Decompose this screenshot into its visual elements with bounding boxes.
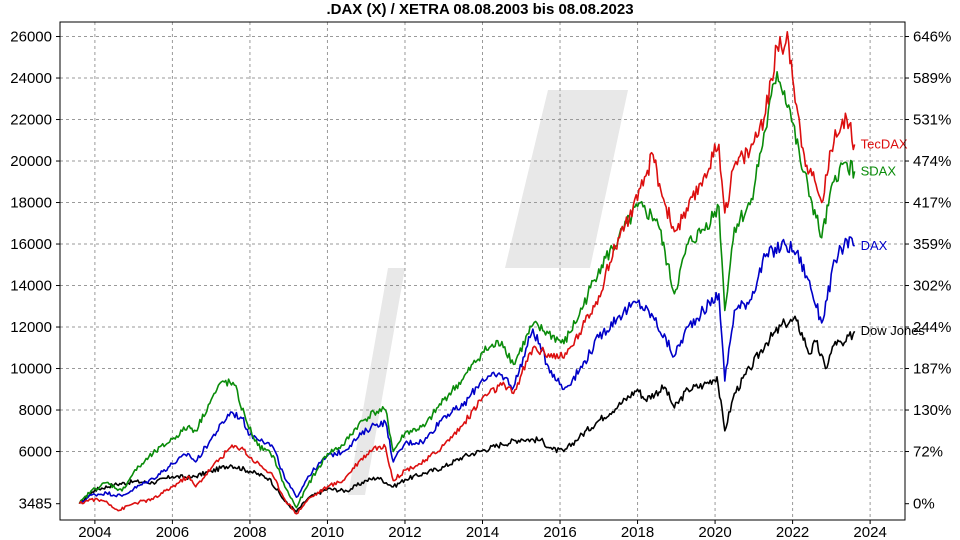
y-tick-label-left: 26000 [10, 29, 52, 46]
series-label-tecdax: TecDAX [861, 136, 908, 151]
y-tick-label-right: 130% [913, 402, 951, 419]
y-tick-label-left: 20000 [10, 153, 52, 170]
y-tick-label-right: 72% [913, 444, 943, 461]
y-tick-label-left: 6000 [19, 444, 52, 461]
y-tick-label-right: 244% [913, 319, 951, 336]
y-tick-label-left: 16000 [10, 236, 52, 253]
y-tick-label-right: 646% [913, 29, 951, 46]
series-label-dow-jones: Dow Jones [861, 323, 926, 338]
x-tick-label: 2020 [698, 524, 731, 540]
axes: 3485 0% 6000 72% 8000 130% 10000 187% 12000 244% 1… [10, 21, 951, 540]
x-tick-label: 2008 [233, 524, 266, 540]
x-tick-label: 2010 [311, 524, 344, 540]
y-tick-label-left: 8000 [19, 402, 52, 419]
series-label-sdax: SDAX [861, 163, 897, 178]
y-tick-label-right: 531% [913, 112, 951, 129]
y-tick-label-right: 417% [913, 195, 951, 212]
x-tick-label: 2016 [543, 524, 576, 540]
x-tick-label: 2022 [776, 524, 809, 540]
series-line-dax [78, 236, 856, 505]
x-tick-label: 2024 [853, 524, 886, 540]
series-lines [78, 31, 856, 515]
series-labels: Dow Jones DAX SDAX TecDAX [861, 136, 926, 338]
x-tick-label: 2006 [156, 524, 189, 540]
x-tick-label: 2004 [78, 524, 111, 540]
y-tick-label-right: 187% [913, 361, 951, 378]
y-tick-label-left: 10000 [10, 361, 52, 378]
series-line-sdax [78, 71, 856, 509]
y-tick-label-right: 302% [913, 278, 951, 295]
y-tick-label-right: 0% [913, 496, 935, 513]
watermark-stroke-upper [505, 90, 628, 268]
y-tick-label-left: 3485 [19, 496, 52, 513]
x-tick-label: 2014 [466, 524, 499, 540]
y-tick-label-right: 359% [913, 236, 951, 253]
x-tick-label: 2018 [621, 524, 654, 540]
series-label-dax: DAX [861, 238, 888, 253]
y-tick-label-left: 18000 [10, 195, 52, 212]
y-tick-label-left: 14000 [10, 278, 52, 295]
plot-frame [59, 21, 906, 521]
y-tick-label-right: 589% [913, 70, 951, 87]
series-line-dow-jones [78, 315, 856, 513]
y-tick-label-left: 22000 [10, 112, 52, 129]
grid [60, 22, 905, 520]
watermark-logo [348, 90, 628, 495]
x-tick-label: 2012 [388, 524, 421, 540]
chart-title: .DAX (X) / XETRA 08.08.2003 bis 08.08.20… [326, 1, 633, 18]
series-line-tecdax [78, 31, 856, 515]
watermark-stroke-lower [348, 268, 405, 495]
y-tick-label-left: 12000 [10, 319, 52, 336]
y-tick-label-right: 474% [913, 153, 951, 170]
y-tick-label-left: 24000 [10, 70, 52, 87]
